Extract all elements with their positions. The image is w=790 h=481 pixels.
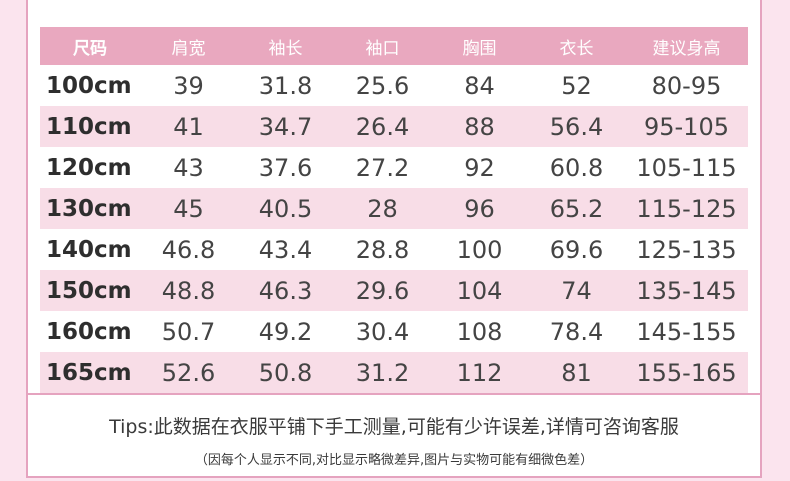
table-cell: 115-125 <box>625 188 748 229</box>
table-cell: 108 <box>456 317 503 346</box>
table-cell: 69.6 <box>549 235 604 264</box>
table-cell: 125-135 <box>636 235 737 264</box>
header-size: 尺码 <box>40 27 140 65</box>
size-cell: 130cm <box>40 188 140 229</box>
size-cell: 140cm <box>46 236 132 263</box>
table-cell: 88 <box>431 106 528 147</box>
table-row: 165cm 52.6 50.8 31.2 112 81 155-165 <box>40 352 748 393</box>
table-cell: 29.6 <box>334 270 431 311</box>
table-row: 110cm 41 34.7 26.4 88 56.4 95-105 <box>40 106 748 147</box>
size-cell: 100cm <box>46 72 132 99</box>
table-cell: 41 <box>140 106 237 147</box>
table-row: 130cm 45 40.5 28 96 65.2 115-125 <box>40 188 748 229</box>
table-cell: 81 <box>528 352 625 393</box>
table-cell: 155-165 <box>625 352 748 393</box>
table-cell: 27.2 <box>355 153 410 182</box>
section-divider <box>28 393 760 395</box>
table-cell: 92 <box>464 153 495 182</box>
size-cell: 160cm <box>46 318 132 345</box>
table-cell: 46.3 <box>237 270 334 311</box>
table-cell: 52 <box>561 71 592 100</box>
table-cell: 46.8 <box>161 235 216 264</box>
table-cell: 112 <box>431 352 528 393</box>
table-cell: 65.2 <box>528 188 625 229</box>
table-cell: 31.8 <box>258 71 313 100</box>
size-cell: 165cm <box>40 352 140 393</box>
table-cell: 30.4 <box>355 317 410 346</box>
disclaimer-note: （因每个人显示不同,对比显示略微差异,图片与实物可能有细微色差） <box>194 453 594 468</box>
table-cell: 26.4 <box>334 106 431 147</box>
size-cell: 150cm <box>40 270 140 311</box>
table-cell: 135-145 <box>625 270 748 311</box>
table-cell: 104 <box>431 270 528 311</box>
table-cell: 60.8 <box>549 153 604 182</box>
table-cell: 49.2 <box>258 317 313 346</box>
table-row: 150cm 48.8 46.3 29.6 104 74 135-145 <box>40 270 748 311</box>
table-row: 140cm 46.8 43.4 28.8 100 69.6 125-135 <box>40 229 748 270</box>
table-cell: 84 <box>464 71 495 100</box>
table-cell: 31.2 <box>334 352 431 393</box>
size-chart-card <box>26 0 762 478</box>
table-cell: 80-95 <box>651 71 722 100</box>
table-cell: 78.4 <box>549 317 604 346</box>
table-cell: 52.6 <box>140 352 237 393</box>
table-cell: 105-115 <box>636 153 737 182</box>
header-sleeve-length: 袖长 <box>237 27 334 65</box>
table-cell: 28 <box>334 188 431 229</box>
table-cell: 145-155 <box>636 317 737 346</box>
table-cell: 50.8 <box>237 352 334 393</box>
table-cell: 40.5 <box>237 188 334 229</box>
table-cell: 45 <box>140 188 237 229</box>
table-cell: 48.8 <box>140 270 237 311</box>
table-cell: 95-105 <box>625 106 748 147</box>
header-garment-length: 衣长 <box>528 27 625 65</box>
table-cell: 100 <box>456 235 503 264</box>
size-cell: 120cm <box>46 154 132 181</box>
size-chart-table: 尺码 肩宽 袖长 袖口 胸围 衣长 建议身高 100cm 39 31.8 25.… <box>40 27 748 393</box>
table-cell: 43 <box>173 153 204 182</box>
table-cell: 56.4 <box>528 106 625 147</box>
header-suggested-height: 建议身高 <box>625 27 748 65</box>
table-cell: 25.6 <box>355 71 410 100</box>
table-row: 160cm 50.7 49.2 30.4 108 78.4 145-155 <box>40 311 748 352</box>
tips-text: Tips:此数据在衣服平铺下手工测量,可能有少许误差,详情可咨询客服 <box>109 416 679 438</box>
table-cell: 74 <box>528 270 625 311</box>
table-cell: 50.7 <box>161 317 216 346</box>
table-row: 120cm 43 37.6 27.2 92 60.8 105-115 <box>40 147 748 188</box>
size-cell: 110cm <box>40 106 140 147</box>
table-cell: 28.8 <box>355 235 410 264</box>
table-cell: 43.4 <box>258 235 313 264</box>
table-header-row: 尺码 肩宽 袖长 袖口 胸围 衣长 建议身高 <box>40 27 748 65</box>
header-shoulder-width: 肩宽 <box>140 27 237 65</box>
table-cell: 37.6 <box>258 153 313 182</box>
table-cell: 34.7 <box>237 106 334 147</box>
header-chest: 胸围 <box>431 27 528 65</box>
table-cell: 96 <box>431 188 528 229</box>
table-cell: 39 <box>173 71 204 100</box>
header-cuff: 袖口 <box>334 27 431 65</box>
table-row: 100cm 39 31.8 25.6 84 52 80-95 <box>40 65 748 106</box>
